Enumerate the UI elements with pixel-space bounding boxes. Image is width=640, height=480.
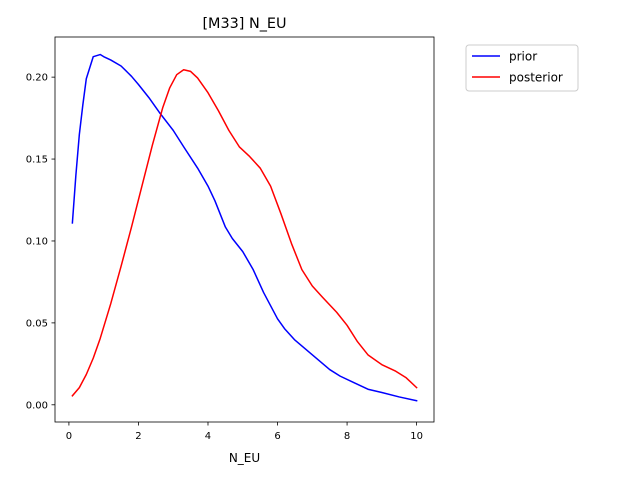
axes-layer: 0 2 4 6 8 10 0.00 0.05 0.10 0.15 0.20 [26, 36, 435, 442]
y-tick-label: 0.00 [26, 400, 48, 411]
x-axis-label: N_EU [229, 451, 260, 465]
x-tick-label: 4 [205, 431, 211, 442]
y-tick-label: 0.10 [26, 237, 48, 248]
series-line-posterior [71, 69, 418, 397]
series-layer [71, 53, 418, 402]
x-tick-label: 2 [135, 431, 141, 442]
x-tick-label: 0 [66, 431, 72, 442]
y-tick-label: 0.05 [26, 318, 48, 329]
x-tick-label: 8 [344, 431, 350, 442]
y-tick-label: 0.15 [26, 155, 48, 166]
x-tick-label: 6 [274, 431, 280, 442]
legend-label-posterior: posterior [509, 70, 563, 84]
y-tick-label: 0.20 [26, 73, 48, 84]
chart-title: [M33] N_EU [202, 16, 286, 32]
series-line-prior [71, 53, 418, 402]
legend-label-prior: prior [509, 49, 537, 63]
plot-frame [54, 36, 435, 423]
legend: prior posterior [465, 44, 579, 92]
x-tick-label: 10 [410, 431, 423, 442]
